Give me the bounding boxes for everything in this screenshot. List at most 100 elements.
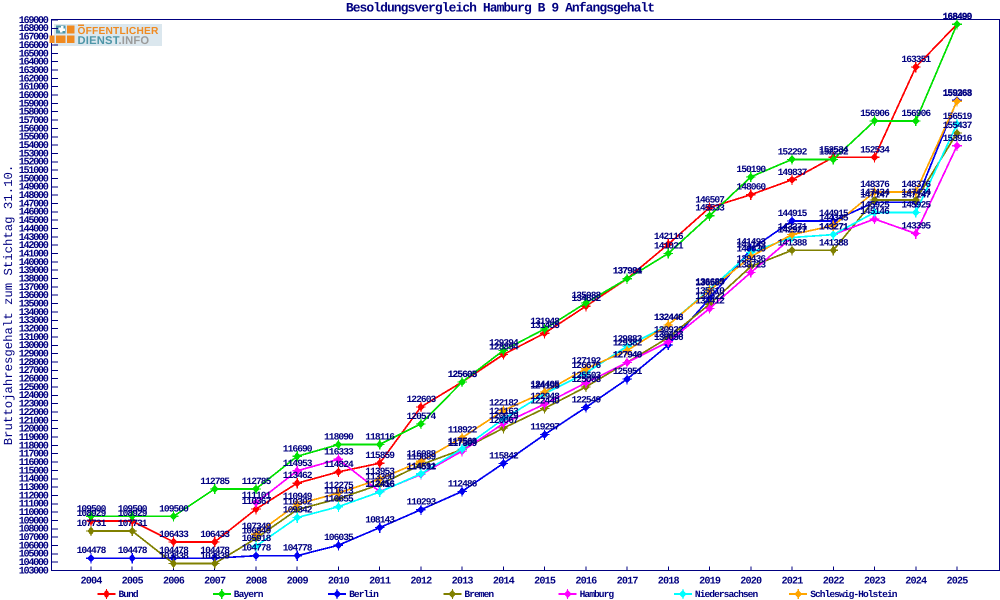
svg-text:114512: 114512 bbox=[407, 462, 437, 473]
svg-text:108143: 108143 bbox=[365, 515, 395, 526]
svg-text:136000: 136000 bbox=[19, 291, 49, 302]
svg-text:113000: 113000 bbox=[19, 483, 49, 494]
svg-text:144000: 144000 bbox=[19, 224, 49, 235]
svg-text:2024: 2024 bbox=[905, 577, 927, 588]
svg-text:143271: 143271 bbox=[819, 222, 849, 233]
svg-text:106433: 106433 bbox=[200, 529, 230, 540]
svg-text:112785: 112785 bbox=[200, 476, 230, 487]
svg-text:103838: 103838 bbox=[200, 551, 230, 562]
svg-text:145925: 145925 bbox=[860, 200, 890, 211]
svg-text:122440: 122440 bbox=[530, 395, 560, 406]
svg-text:127192: 127192 bbox=[572, 356, 602, 367]
svg-text:114824: 114824 bbox=[324, 459, 354, 470]
svg-text:2023: 2023 bbox=[864, 577, 886, 588]
svg-text:122603: 122603 bbox=[407, 394, 437, 405]
svg-text:106849: 106849 bbox=[242, 525, 272, 536]
svg-text:111000: 111000 bbox=[19, 500, 49, 511]
svg-text:145925: 145925 bbox=[901, 200, 931, 211]
svg-text:112416: 112416 bbox=[365, 479, 395, 490]
svg-text:125008: 125008 bbox=[572, 374, 602, 385]
svg-text:142927: 142927 bbox=[778, 225, 808, 236]
svg-text:132446: 132446 bbox=[654, 312, 684, 323]
svg-text:130922: 130922 bbox=[654, 325, 684, 336]
svg-text:104778: 104778 bbox=[242, 543, 272, 554]
svg-text:121000: 121000 bbox=[19, 416, 49, 427]
svg-text:115842: 115842 bbox=[489, 450, 519, 461]
svg-text:146000: 146000 bbox=[19, 208, 49, 219]
svg-text:Hamburg: Hamburg bbox=[580, 589, 615, 600]
svg-text:123000: 123000 bbox=[19, 400, 49, 411]
svg-text:135000: 135000 bbox=[19, 300, 49, 311]
svg-text:2017: 2017 bbox=[617, 577, 639, 588]
svg-text:143271: 143271 bbox=[819, 222, 849, 233]
svg-text:140000: 140000 bbox=[19, 258, 49, 269]
svg-text:122000: 122000 bbox=[19, 408, 49, 419]
svg-text:125603: 125603 bbox=[448, 369, 478, 380]
svg-text:122948: 122948 bbox=[530, 391, 560, 402]
svg-text:155000: 155000 bbox=[19, 133, 49, 144]
svg-text:118922: 118922 bbox=[448, 425, 478, 436]
svg-text:132000: 132000 bbox=[19, 325, 49, 336]
svg-text:141143: 141143 bbox=[736, 239, 766, 250]
svg-text:116000: 116000 bbox=[19, 458, 49, 469]
svg-text:2018: 2018 bbox=[658, 577, 680, 588]
svg-text:2025: 2025 bbox=[946, 577, 968, 588]
svg-text:120574: 120574 bbox=[407, 411, 437, 422]
svg-text:126676: 126676 bbox=[572, 360, 602, 371]
svg-text:117000: 117000 bbox=[19, 450, 49, 461]
svg-text:115689: 115689 bbox=[407, 452, 437, 463]
svg-text:104778: 104778 bbox=[283, 543, 313, 554]
svg-text:109500: 109500 bbox=[159, 503, 189, 514]
svg-text:113462: 113462 bbox=[283, 470, 313, 481]
svg-text:118090: 118090 bbox=[324, 432, 354, 443]
svg-text:110293: 110293 bbox=[407, 497, 437, 508]
svg-text:162000: 162000 bbox=[19, 74, 49, 85]
svg-text:164000: 164000 bbox=[19, 58, 49, 69]
svg-text:146507: 146507 bbox=[695, 195, 725, 206]
svg-text:124405: 124405 bbox=[530, 379, 560, 390]
svg-text:157000: 157000 bbox=[19, 116, 49, 127]
svg-text:117309: 117309 bbox=[448, 438, 478, 449]
svg-text:163351: 163351 bbox=[901, 54, 931, 65]
svg-text:2013: 2013 bbox=[452, 577, 474, 588]
svg-text:Bremen: Bremen bbox=[464, 589, 494, 600]
svg-text:169000: 169000 bbox=[19, 16, 49, 27]
svg-text:141493: 141493 bbox=[736, 236, 766, 247]
svg-text:2004: 2004 bbox=[80, 577, 102, 588]
svg-text:160000: 160000 bbox=[19, 91, 49, 102]
svg-text:112275: 112275 bbox=[324, 480, 354, 491]
svg-text:116333: 116333 bbox=[324, 446, 354, 457]
svg-text:114000: 114000 bbox=[19, 475, 49, 486]
svg-text:147000: 147000 bbox=[19, 199, 49, 210]
svg-text:137000: 137000 bbox=[19, 283, 49, 294]
svg-text:167000: 167000 bbox=[19, 33, 49, 44]
svg-text:2019: 2019 bbox=[699, 577, 721, 588]
svg-text:136587: 136587 bbox=[695, 277, 725, 288]
svg-text:111101: 111101 bbox=[242, 490, 272, 501]
svg-text:115859: 115859 bbox=[365, 450, 395, 461]
svg-text:147434: 147434 bbox=[860, 187, 890, 198]
svg-text:133000: 133000 bbox=[19, 316, 49, 327]
svg-text:2011: 2011 bbox=[369, 577, 391, 588]
svg-text:108000: 108000 bbox=[19, 525, 49, 536]
svg-text:145533: 145533 bbox=[695, 203, 725, 214]
svg-text:2006: 2006 bbox=[163, 577, 185, 588]
svg-text:2009: 2009 bbox=[287, 577, 309, 588]
svg-text:129394: 129394 bbox=[489, 337, 519, 348]
svg-text:120067: 120067 bbox=[489, 415, 519, 426]
svg-text:144345: 144345 bbox=[819, 213, 849, 224]
svg-text:Schleswig-Holstein: Schleswig-Holstein bbox=[810, 589, 898, 600]
svg-text:Bruttojahresgehalt zum Stichta: Bruttojahresgehalt zum Stichtag 31.10. bbox=[2, 165, 16, 445]
svg-text:2010: 2010 bbox=[328, 577, 350, 588]
svg-text:156906: 156906 bbox=[901, 108, 931, 119]
svg-text:144915: 144915 bbox=[819, 208, 849, 219]
svg-text:106000: 106000 bbox=[19, 541, 49, 552]
svg-text:148060: 148060 bbox=[736, 182, 766, 193]
svg-text:148000: 148000 bbox=[19, 191, 49, 202]
svg-text:112456: 112456 bbox=[365, 479, 395, 490]
svg-text:107731: 107731 bbox=[77, 518, 107, 529]
svg-text:113300: 113300 bbox=[365, 472, 395, 483]
svg-text:140630: 140630 bbox=[736, 244, 766, 255]
svg-text:150000: 150000 bbox=[19, 174, 49, 185]
svg-text:152000: 152000 bbox=[19, 158, 49, 169]
